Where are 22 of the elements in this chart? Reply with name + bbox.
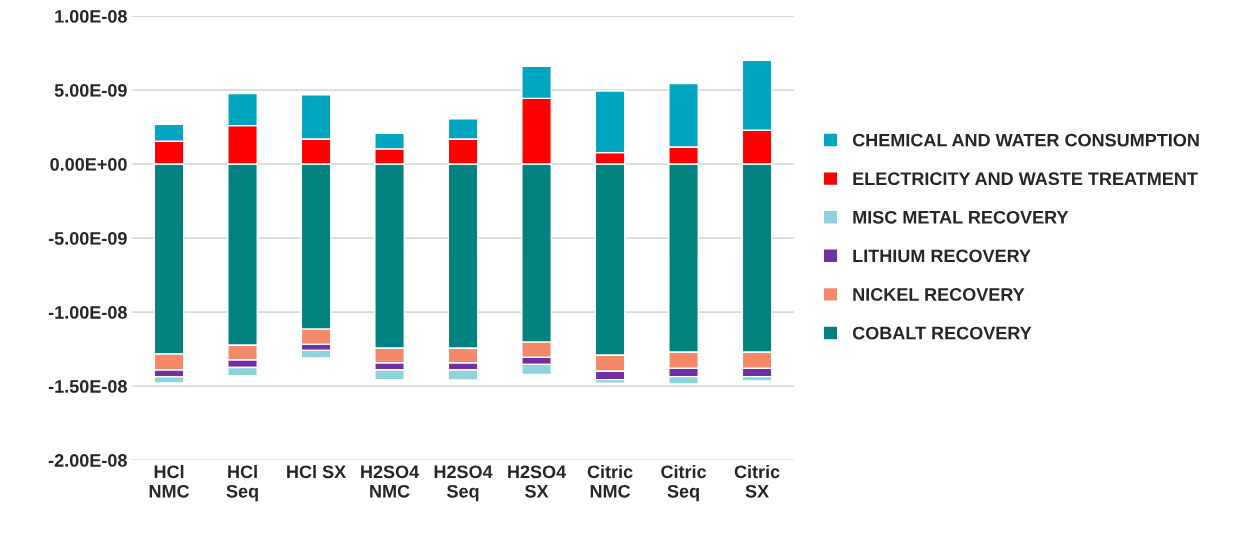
- y-tick-label: -5.00E-09: [48, 232, 127, 245]
- x-tick-label: H2SO4 SX: [508, 465, 567, 498]
- y-tick-label: -2.00E-08: [48, 454, 127, 467]
- y-tick-label: 0.00E+00: [50, 158, 127, 171]
- x-tick-label: HCl Seq: [226, 464, 258, 502]
- x-tick-label: H2SO4 Seq: [434, 465, 493, 502]
- x-tick-label: HCl NMC: [149, 464, 190, 498]
- y-tick-label: -1.50E-08: [48, 380, 127, 393]
- y-tick-label: 5.00E-09: [54, 83, 127, 97]
- y-tick-label: -1.00E-08: [48, 306, 127, 319]
- x-tick-label: HCl SX: [287, 464, 346, 479]
- legend-label: MISC METAL RECOVERY: [853, 210, 1069, 224]
- legend-label: CHEMICAL AND WATER CONSUMPTION: [852, 133, 1199, 147]
- legend-label: COBALT RECOVERY: [852, 326, 1032, 340]
- x-tick-label: Citric NMC: [587, 464, 633, 498]
- x-tick-label: H2SO4 NMC: [361, 465, 420, 498]
- legend-label: LITHIUM RECOVERY: [853, 249, 1031, 263]
- legend-label: NICKEL RECOVERY: [853, 288, 1025, 301]
- legend-label: ELECTRICITY AND WASTE TREATMENT: [853, 172, 1198, 186]
- y-tick-label: 1.00E-08: [55, 9, 127, 23]
- x-tick-label: Citric SX: [734, 464, 780, 498]
- x-tick-label: Citric Seq: [661, 464, 707, 502]
